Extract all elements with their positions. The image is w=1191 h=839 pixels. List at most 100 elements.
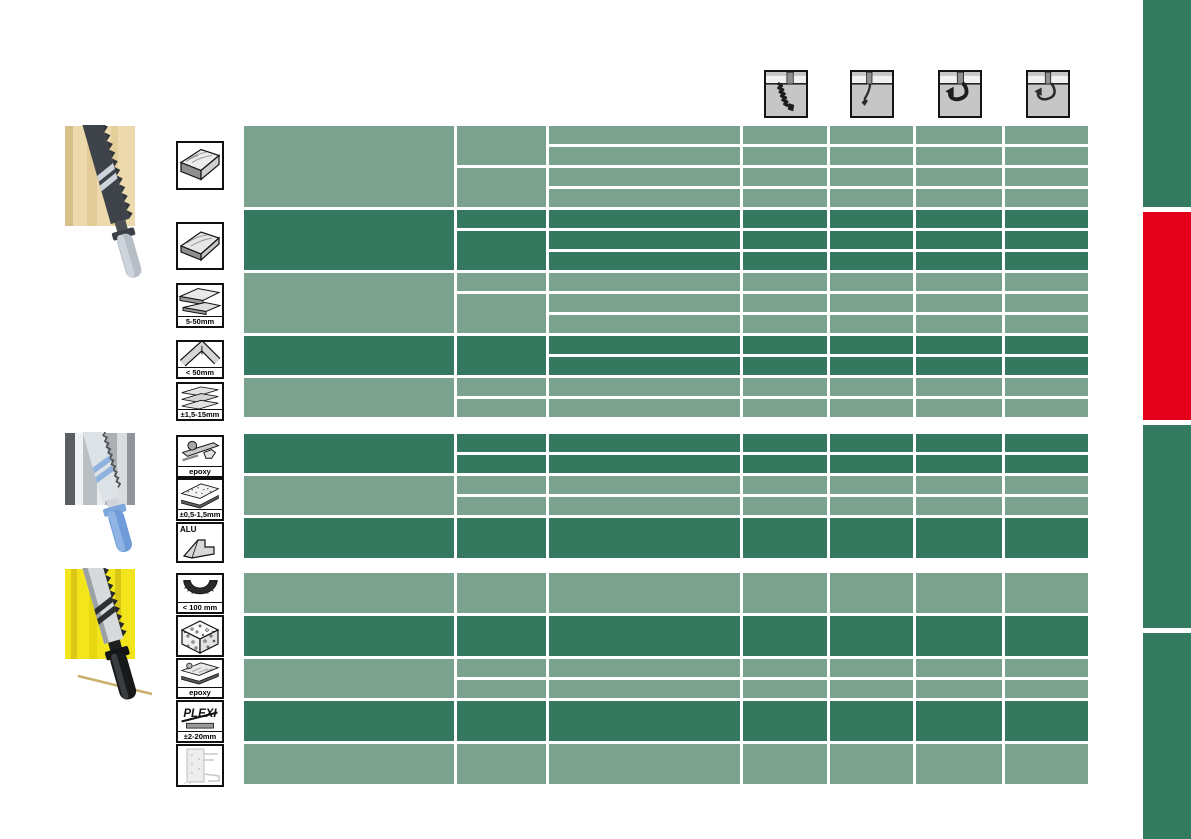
- table-cell: [1005, 294, 1088, 312]
- table-cell: [830, 497, 913, 515]
- table-cell: [743, 616, 827, 656]
- table-cell: [549, 573, 740, 613]
- table-cell: [549, 518, 740, 558]
- table-cell: [743, 336, 827, 354]
- table-cell: [549, 189, 740, 207]
- table-cell: [244, 336, 454, 375]
- table-cell: [743, 147, 827, 165]
- material-icon-boards-5-50mm: 5-50mm: [176, 283, 224, 328]
- table-cell: [743, 189, 827, 207]
- table-cell: [743, 518, 827, 558]
- blade-photo-special: [65, 568, 153, 700]
- table-cell: [244, 126, 454, 207]
- table-cell: [1005, 210, 1088, 228]
- table-cell: [743, 210, 827, 228]
- material-icon-label: PLEXI: [178, 708, 222, 720]
- material-icon-aerated-concrete: [176, 615, 224, 657]
- table-cell: [549, 210, 740, 228]
- table-cell: [549, 252, 740, 270]
- table-cell: [1005, 701, 1088, 741]
- table-cell: [244, 573, 454, 613]
- table-cell: [1005, 744, 1088, 784]
- table-cell: [549, 434, 740, 452]
- material-icon-label: ±1,5-15mm: [178, 409, 222, 419]
- table-cell: [1005, 147, 1088, 165]
- table-cell: [457, 659, 546, 677]
- table-cell: [457, 616, 546, 656]
- table-cell: [916, 168, 1002, 186]
- table-cell: [916, 680, 1002, 698]
- table-group: [244, 273, 1088, 333]
- register-tab-1: [1143, 0, 1191, 207]
- table-cell: [830, 399, 913, 417]
- table-cell: [1005, 231, 1088, 249]
- table-cell: [743, 126, 827, 144]
- table-cell: [244, 701, 454, 741]
- table-cell: [743, 744, 827, 784]
- table-cell: [457, 168, 546, 207]
- table-cell: [916, 378, 1002, 396]
- blade-photo-wood: [65, 125, 142, 278]
- table-cell: [830, 701, 913, 741]
- table-cell: [916, 336, 1002, 354]
- table-cell: [457, 434, 546, 452]
- table-cell: [1005, 399, 1088, 417]
- table-cell: [549, 126, 740, 144]
- table-cell: [916, 701, 1002, 741]
- table-cell: [830, 168, 913, 186]
- table-cell: [1005, 680, 1088, 698]
- table-cell: [549, 616, 740, 656]
- table-cell: [457, 126, 546, 165]
- table-cell: [743, 573, 827, 613]
- table-cell: [549, 336, 740, 354]
- table-cell: [830, 518, 913, 558]
- material-icon-plasterboard: [176, 744, 224, 787]
- table-cell: [244, 518, 454, 558]
- table-cell: [1005, 455, 1088, 473]
- table-cell: [743, 252, 827, 270]
- table-cell: [244, 210, 454, 270]
- table-cell: [457, 518, 546, 558]
- table-cell: [743, 497, 827, 515]
- table-cell: [1005, 659, 1088, 677]
- table-cell: [743, 168, 827, 186]
- table-cell: [1005, 336, 1088, 354]
- material-icon-label: < 100 mm: [178, 602, 222, 612]
- coarse-scroll-cut-icon: [938, 70, 982, 118]
- table-cell: [549, 659, 740, 677]
- table-cell: [916, 252, 1002, 270]
- table-cell: [916, 659, 1002, 677]
- curve-cut-icon: [850, 70, 894, 118]
- table-cell: [830, 680, 913, 698]
- table-cell: [830, 357, 913, 375]
- table-cell: [457, 497, 546, 515]
- table-group: [244, 616, 1088, 656]
- material-icon-pipe-under-100mm: < 100 mm: [176, 573, 224, 614]
- material-icon-plexiglas: PLEXI ±2-20mm: [176, 700, 224, 743]
- table-cell: [549, 168, 740, 186]
- table-cell: [916, 744, 1002, 784]
- table-cell: [549, 399, 740, 417]
- table-cell: [549, 680, 740, 698]
- table-cell: [549, 273, 740, 291]
- table-cell: [549, 315, 740, 333]
- table-cell: [916, 189, 1002, 207]
- table-cell: [1005, 573, 1088, 613]
- table-cell: [1005, 168, 1088, 186]
- table-group: [244, 378, 1088, 417]
- table-cell: [916, 455, 1002, 473]
- table-cell: [743, 680, 827, 698]
- table-cell: [244, 744, 454, 784]
- table-section-wood: [244, 126, 1088, 420]
- material-icon-aluminium-profile: ALU: [176, 522, 224, 563]
- table-cell: [916, 573, 1002, 613]
- table-cell: [244, 616, 454, 656]
- table-cell: [244, 378, 454, 417]
- table-cell: [916, 518, 1002, 558]
- table-cell: [743, 701, 827, 741]
- table-cell: [830, 434, 913, 452]
- material-icon-label: epoxy: [178, 466, 222, 476]
- table-cell: [1005, 315, 1088, 333]
- table-group: [244, 659, 1088, 698]
